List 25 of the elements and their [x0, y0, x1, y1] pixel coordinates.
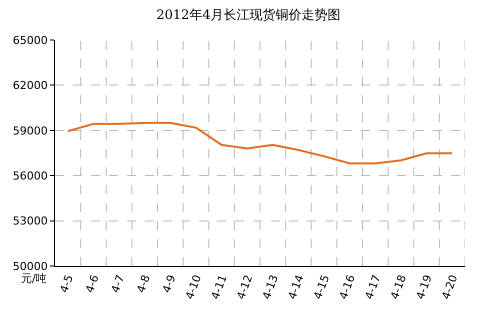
y-tick-label: 50000 [12, 260, 48, 273]
x-tick-label: 4-18 [388, 273, 409, 302]
y-tick-label: 65000 [12, 34, 48, 47]
y-tick-label: 53000 [12, 214, 48, 228]
y-axis-title: 元/吨 [21, 272, 47, 285]
x-tick-label: 4-6 [83, 273, 102, 294]
x-tick-label: 4-16 [336, 273, 358, 302]
x-tick-label: 4-13 [260, 273, 281, 302]
x-tick-label: 4-8 [134, 273, 153, 294]
x-tick-label: 4-19 [414, 273, 435, 302]
x-tick-label: 4-15 [311, 273, 332, 302]
y-tick-label: 62000 [12, 79, 48, 92]
x-tick-label: 4-12 [234, 273, 256, 302]
chart-title: 2012年4月长江现货铜价走势图 [156, 8, 341, 23]
x-tick-label: 4-14 [286, 273, 306, 302]
x-tick-label: 4-7 [108, 273, 128, 294]
x-tick-label: 4-10 [183, 273, 204, 302]
x-tick-label: 4-11 [208, 273, 230, 302]
line-series [66, 122, 454, 164]
y-tick-label: 59000 [12, 124, 48, 138]
y-tick-label: 56000 [12, 169, 48, 182]
x-tick-label: 4-20 [439, 273, 460, 302]
x-tick-label: 4-5 [57, 273, 76, 294]
x-tick-label: 4-9 [160, 273, 178, 294]
x-tick-label: 4-17 [362, 273, 384, 302]
